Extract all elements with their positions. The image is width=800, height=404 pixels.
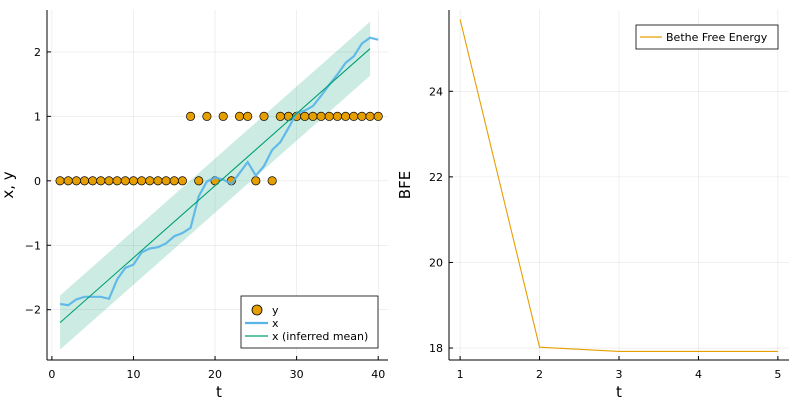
y-point bbox=[275, 111, 285, 121]
y-point bbox=[202, 111, 212, 121]
y-tick-label: 1 bbox=[34, 110, 41, 123]
left-xlabel: t bbox=[216, 383, 222, 400]
x-line bbox=[59, 36, 379, 307]
y-point bbox=[324, 111, 334, 121]
y-point bbox=[316, 111, 326, 121]
y-point bbox=[128, 176, 139, 186]
y-point bbox=[373, 111, 383, 121]
x-tick-label: 0 bbox=[48, 368, 55, 381]
y-point bbox=[341, 111, 351, 121]
y-point bbox=[145, 176, 155, 186]
y-point bbox=[96, 176, 106, 186]
legend-label: x (inferred mean) bbox=[272, 330, 368, 343]
y-point bbox=[243, 111, 253, 121]
y-point bbox=[71, 176, 81, 186]
y-point bbox=[300, 111, 310, 121]
right-plot: 1 2 3 4 5 18 20 22 24 Bethe Free Energy bbox=[429, 10, 789, 381]
y-point bbox=[267, 176, 277, 186]
y-point bbox=[308, 111, 318, 121]
y-point bbox=[169, 176, 179, 186]
y-point bbox=[365, 111, 375, 121]
legend-marker-y bbox=[251, 304, 263, 316]
left-plot: 0 10 20 30 40 −2 −1 0 1 2 yxx (inferred mean) bbox=[25, 10, 388, 381]
y-point bbox=[161, 176, 171, 186]
inferred-mean-line bbox=[59, 48, 371, 324]
y-point bbox=[153, 176, 163, 186]
y-point bbox=[251, 176, 261, 186]
bfe-line bbox=[459, 19, 778, 352]
y-point bbox=[177, 176, 187, 186]
y-point bbox=[120, 176, 130, 186]
legend-label: y bbox=[272, 304, 279, 317]
y-point bbox=[55, 176, 65, 186]
x-tick-label: 40 bbox=[371, 368, 385, 381]
y-point bbox=[63, 176, 73, 186]
legend: yxx (inferred mean) bbox=[240, 295, 379, 349]
y-point bbox=[218, 111, 228, 121]
y-tick-label: 24 bbox=[429, 85, 443, 98]
y-point bbox=[332, 111, 342, 121]
y-tick-label: −2 bbox=[25, 304, 41, 317]
y-tick-label: −1 bbox=[25, 239, 41, 252]
y-point bbox=[79, 176, 90, 186]
legend-label: x bbox=[272, 317, 279, 330]
x-tick-label: 1 bbox=[457, 368, 464, 381]
x-tick-label: 10 bbox=[126, 368, 140, 381]
y-point bbox=[104, 176, 114, 186]
y-point bbox=[283, 111, 294, 121]
x-tick-label: 30 bbox=[290, 368, 304, 381]
y-point bbox=[137, 176, 147, 186]
y-point bbox=[186, 111, 196, 121]
y-tick-label: 2 bbox=[34, 46, 41, 59]
y-point bbox=[349, 111, 359, 121]
x-tick-label: 3 bbox=[616, 368, 623, 381]
y-tick-label: 18 bbox=[429, 342, 443, 355]
y-point bbox=[357, 111, 367, 121]
x-tick-label: 5 bbox=[774, 368, 781, 381]
y-point bbox=[112, 176, 122, 186]
y-tick-label: 20 bbox=[429, 256, 443, 269]
legend: Bethe Free Energy bbox=[635, 24, 779, 50]
y-tick-label: 0 bbox=[34, 175, 41, 188]
y-point bbox=[234, 111, 245, 121]
left-ylabel: x, y bbox=[0, 171, 17, 198]
x-tick-label: 2 bbox=[536, 368, 543, 381]
legend-label: Bethe Free Energy bbox=[666, 31, 768, 44]
right-xlabel: t bbox=[616, 383, 622, 400]
y-tick-label: 22 bbox=[429, 171, 443, 184]
y-point bbox=[259, 111, 269, 121]
x-tick-label: 20 bbox=[208, 368, 222, 381]
x-tick-label: 4 bbox=[695, 368, 702, 381]
y-point bbox=[194, 176, 204, 186]
right-ylabel: BFE bbox=[396, 171, 414, 199]
y-point bbox=[88, 176, 98, 186]
